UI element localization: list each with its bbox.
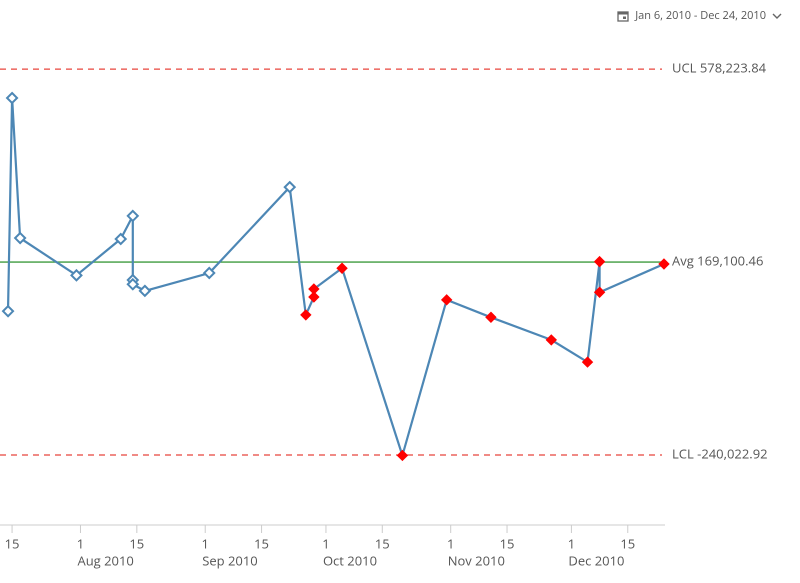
control-line-label: Avg 169,100.46 — [672, 252, 763, 270]
data-point — [336, 262, 348, 274]
control-line-label: LCL -240,022.92 — [672, 444, 768, 462]
data-point — [308, 291, 320, 303]
x-month-label: Sep 2010 — [202, 551, 258, 569]
data-point — [126, 277, 140, 291]
calendar-icon — [617, 10, 629, 22]
x-tick-label: 1 — [77, 534, 84, 552]
data-point — [396, 449, 409, 462]
data-point — [126, 209, 140, 223]
x-month-label: Nov 2010 — [448, 551, 505, 569]
data-point — [485, 311, 497, 323]
data-point — [1, 304, 15, 318]
data-point — [593, 255, 606, 268]
x-tick-label: 15 — [254, 534, 269, 552]
data-point — [283, 180, 297, 194]
x-tick-label: 15 — [620, 534, 635, 552]
data-point — [5, 91, 19, 105]
control-line-label: UCL 578,223.84 — [672, 59, 767, 77]
x-tick-label: 15 — [129, 534, 144, 552]
data-point — [202, 266, 216, 280]
x-month-label: Aug 2010 — [77, 551, 133, 569]
date-range-text: Jan 6, 2010 - Dec 24, 2010 — [635, 8, 766, 23]
x-tick-label: 15 — [5, 534, 20, 552]
data-point — [114, 232, 128, 246]
data-point — [138, 284, 152, 298]
data-point — [581, 356, 594, 368]
data-line — [6, 97, 665, 460]
x-tick-label: 1 — [202, 534, 209, 552]
chevron — [772, 13, 782, 19]
data-point — [70, 268, 83, 282]
x-tick-label: 1 — [447, 534, 454, 552]
data-point — [440, 294, 453, 306]
data-point — [13, 231, 27, 245]
x-month-label: Dec 2010 — [568, 551, 624, 569]
x-month-label: Jul 2010 — [0, 551, 1, 569]
x-tick-label: 15 — [375, 534, 390, 552]
data-point — [308, 283, 320, 295]
data-point — [300, 309, 312, 321]
x-tick-label: 1 — [322, 534, 329, 552]
data-point — [593, 286, 606, 298]
data-point — [658, 258, 670, 270]
x-tick-label: 1 — [568, 534, 575, 552]
x-month-label: Oct 2010 — [323, 551, 377, 569]
data-point — [545, 334, 558, 346]
date-range-picker[interactable]: Jan 6, 2010 - Dec 24, 2010 — [617, 8, 782, 23]
x-tick-label: 15 — [500, 534, 515, 552]
